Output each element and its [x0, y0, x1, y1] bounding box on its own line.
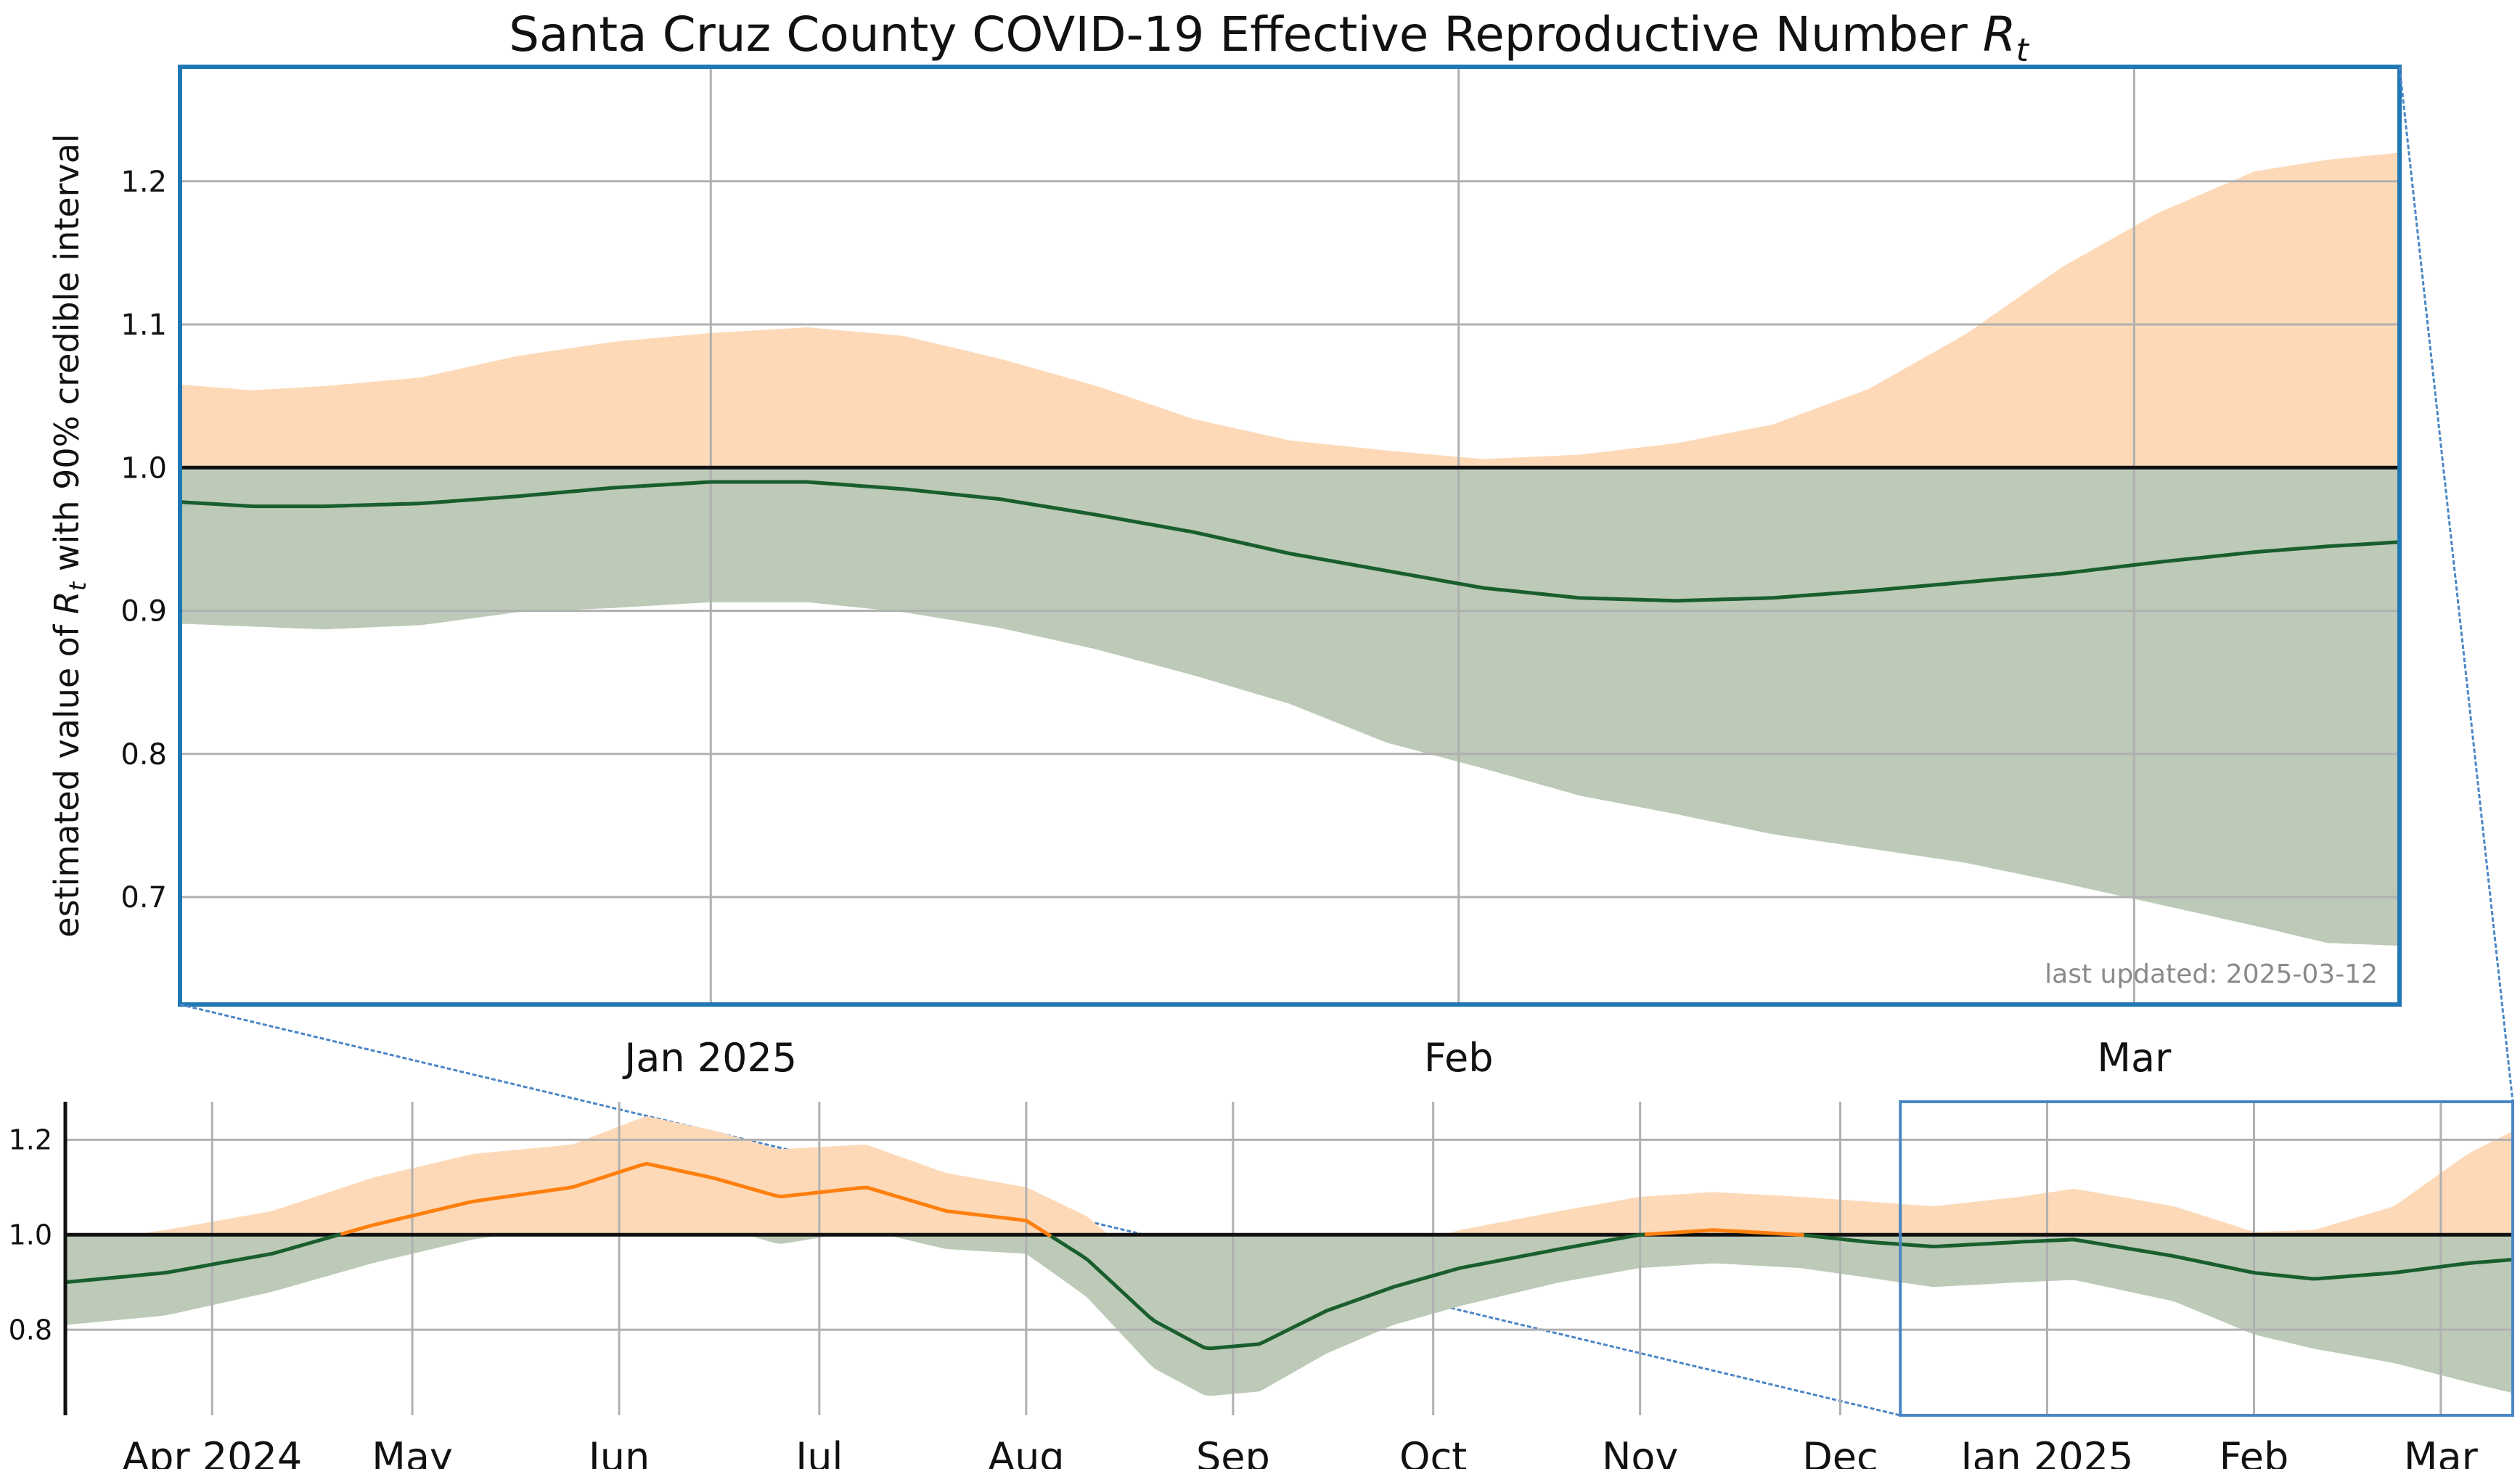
x-tick-label: Jun	[586, 1434, 650, 1469]
x-tick-label: Feb	[2220, 1434, 2289, 1469]
median-segment	[179, 480, 2400, 603]
bottom-panel: 0.8 1.0 1.2 Apr 2024 May Jun Jul Aug Sep Oct Nov De…	[9, 1100, 2515, 1469]
x-tick-label: Jul	[793, 1434, 843, 1469]
credible-interval-bands	[180, 152, 2400, 946]
x-tick-label: Feb	[1424, 1035, 1494, 1081]
y-tick-label: 0.8	[120, 738, 167, 772]
overview-grid-lines	[65, 1102, 2514, 1415]
x-tick-label: Jan 2025	[1959, 1434, 2134, 1469]
x-tick-label: Dec	[1802, 1434, 1878, 1469]
x-tick-label: Sep	[1196, 1434, 1270, 1469]
y-tick-label: 0.9	[120, 595, 167, 629]
x-tick-label: Jan 2025	[622, 1035, 797, 1081]
zoom-frame	[178, 65, 2402, 1007]
x-tick-label: Mar	[2404, 1434, 2479, 1469]
upper-band	[180, 152, 2400, 468]
median-segment	[1645, 1228, 1804, 1237]
overview-median-line	[65, 1161, 2515, 1351]
y-tick-label: 1.2	[9, 1124, 52, 1156]
y-axis-label: estimated value of Rt with 90% credible …	[47, 134, 91, 937]
y-tick-label: 1.0	[9, 1219, 52, 1251]
y-tick-label: 1.0	[120, 451, 167, 485]
zoom-window-box	[1899, 1100, 2514, 1417]
x-tick-label: Nov	[1602, 1434, 1678, 1469]
median-segment	[340, 1161, 1052, 1238]
chart-title: Santa Cruz County COVID-19 Effective Rep…	[509, 7, 2030, 69]
x-tick-label: Aug	[988, 1434, 1064, 1469]
upper-band	[65, 1116, 2514, 1235]
lower-band	[180, 467, 2400, 946]
grid-lines	[180, 67, 2400, 1004]
zoom-connector-right	[2398, 66, 2514, 1102]
median-segment	[1804, 1233, 2515, 1281]
top-panel: 0.7 0.8 0.9 1.0 1.1 1.2 Jan 2025 Feb Mar last up…	[47, 65, 2402, 1081]
overview-bands	[65, 1116, 2514, 1396]
x-tick-label: Mar	[2097, 1035, 2172, 1081]
y-tick-label: 1.2	[120, 165, 167, 199]
last-updated-label: last updated: 2025-03-12	[2045, 959, 2378, 989]
x-tick-label: Oct	[1399, 1434, 1467, 1469]
y-tick-label: 0.7	[120, 881, 167, 914]
overview-axis-ticks: 0.8 1.0 1.2 Apr 2024 May Jun Jul Aug Sep Oct Nov De…	[9, 1124, 2479, 1469]
axis-ticks: 0.7 0.8 0.9 1.0 1.1 1.2 Jan 2025 Feb Mar	[120, 165, 2172, 1081]
median-segment	[1050, 1232, 1645, 1351]
y-tick-label: 0.8	[9, 1314, 52, 1346]
median-line	[179, 480, 2400, 603]
x-tick-label: May	[372, 1434, 453, 1469]
median-segment	[65, 1232, 342, 1285]
x-tick-label: Apr 2024	[122, 1434, 302, 1469]
lower-band	[65, 1235, 2514, 1396]
y-tick-label: 1.1	[120, 308, 167, 342]
